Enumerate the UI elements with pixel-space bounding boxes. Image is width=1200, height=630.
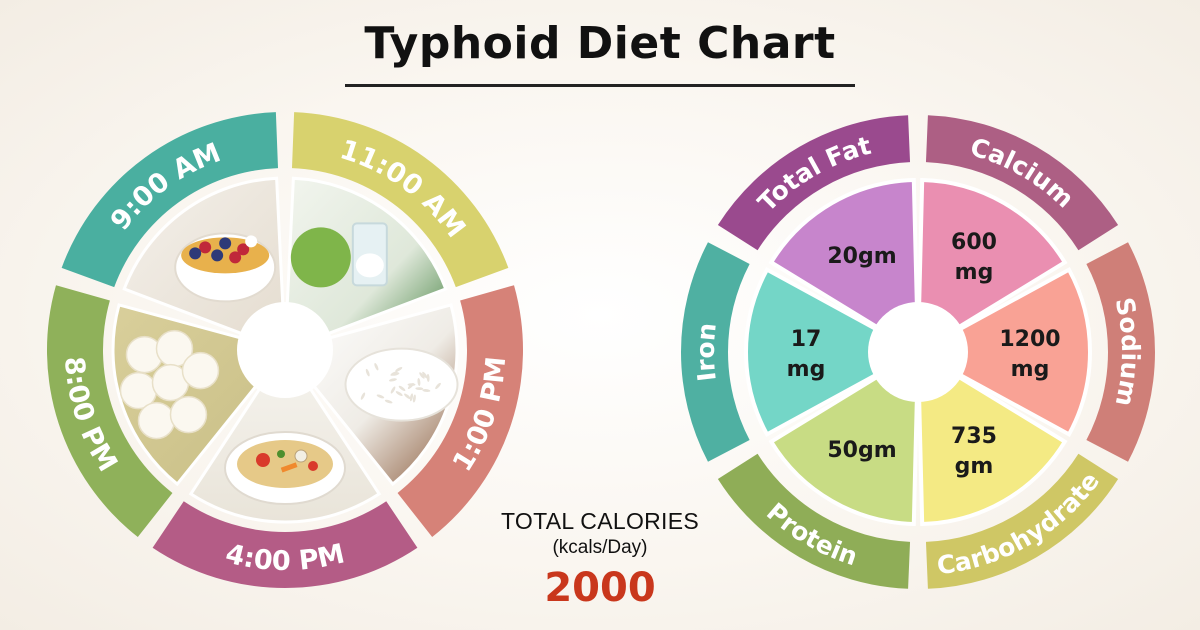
nutrient-slice xyxy=(768,178,921,356)
coconut-water-illustration xyxy=(290,222,388,288)
cereal-bowl-illustration xyxy=(174,232,277,303)
nutrient-slice xyxy=(915,348,1068,526)
total-calories-unit: (kcals/Day) xyxy=(552,537,648,558)
nutrient-name: Iron xyxy=(691,322,722,383)
nutrient-slice xyxy=(744,266,923,438)
nutrient-band xyxy=(717,453,911,589)
nutrient-value: 600 mg xyxy=(951,230,997,285)
meal-time-band xyxy=(152,501,418,589)
nutrient-slice xyxy=(913,266,1092,438)
nutrient-value: 735 gm xyxy=(951,424,997,479)
nutrient-band xyxy=(1086,242,1155,462)
rice-illustration xyxy=(344,347,459,422)
nutrient-value: 20gm xyxy=(827,244,896,269)
nutrient-value: 1200 mg xyxy=(999,327,1060,382)
nutrient-iron: 17 mg Iron xyxy=(681,242,923,462)
nutrient-value: 50gm xyxy=(827,438,896,463)
left-wheel-hub xyxy=(237,302,333,398)
nutrient-band xyxy=(925,453,1119,589)
rasgulla-illustration xyxy=(119,329,220,440)
meal-slot-4: 4:00 PM xyxy=(152,347,418,589)
meal-time-band xyxy=(397,285,523,538)
nutrient-band xyxy=(717,115,911,251)
meal-time-band xyxy=(47,285,173,538)
nutrient-value: 17 mg xyxy=(787,327,826,382)
nutrient-slice xyxy=(915,178,1068,356)
nutrient-band xyxy=(681,242,750,462)
nutrient-band xyxy=(925,115,1119,251)
vegetable-soup-illustration xyxy=(224,431,346,505)
total-calories-value: 2000 xyxy=(544,565,656,611)
page-title: Typhoid Diet Chart xyxy=(364,18,836,69)
meal-time-band xyxy=(61,112,279,288)
title-underline xyxy=(345,84,855,87)
total-calories: TOTAL CALORIES (kcals/Day) 2000 xyxy=(475,508,725,611)
total-calories-label: TOTAL CALORIES xyxy=(500,508,700,534)
meal-time-band xyxy=(291,112,509,288)
right-wheel-hub xyxy=(868,302,968,402)
nutrient-slice xyxy=(768,348,921,526)
meal-slot-2: 11:00 AM xyxy=(283,112,509,353)
